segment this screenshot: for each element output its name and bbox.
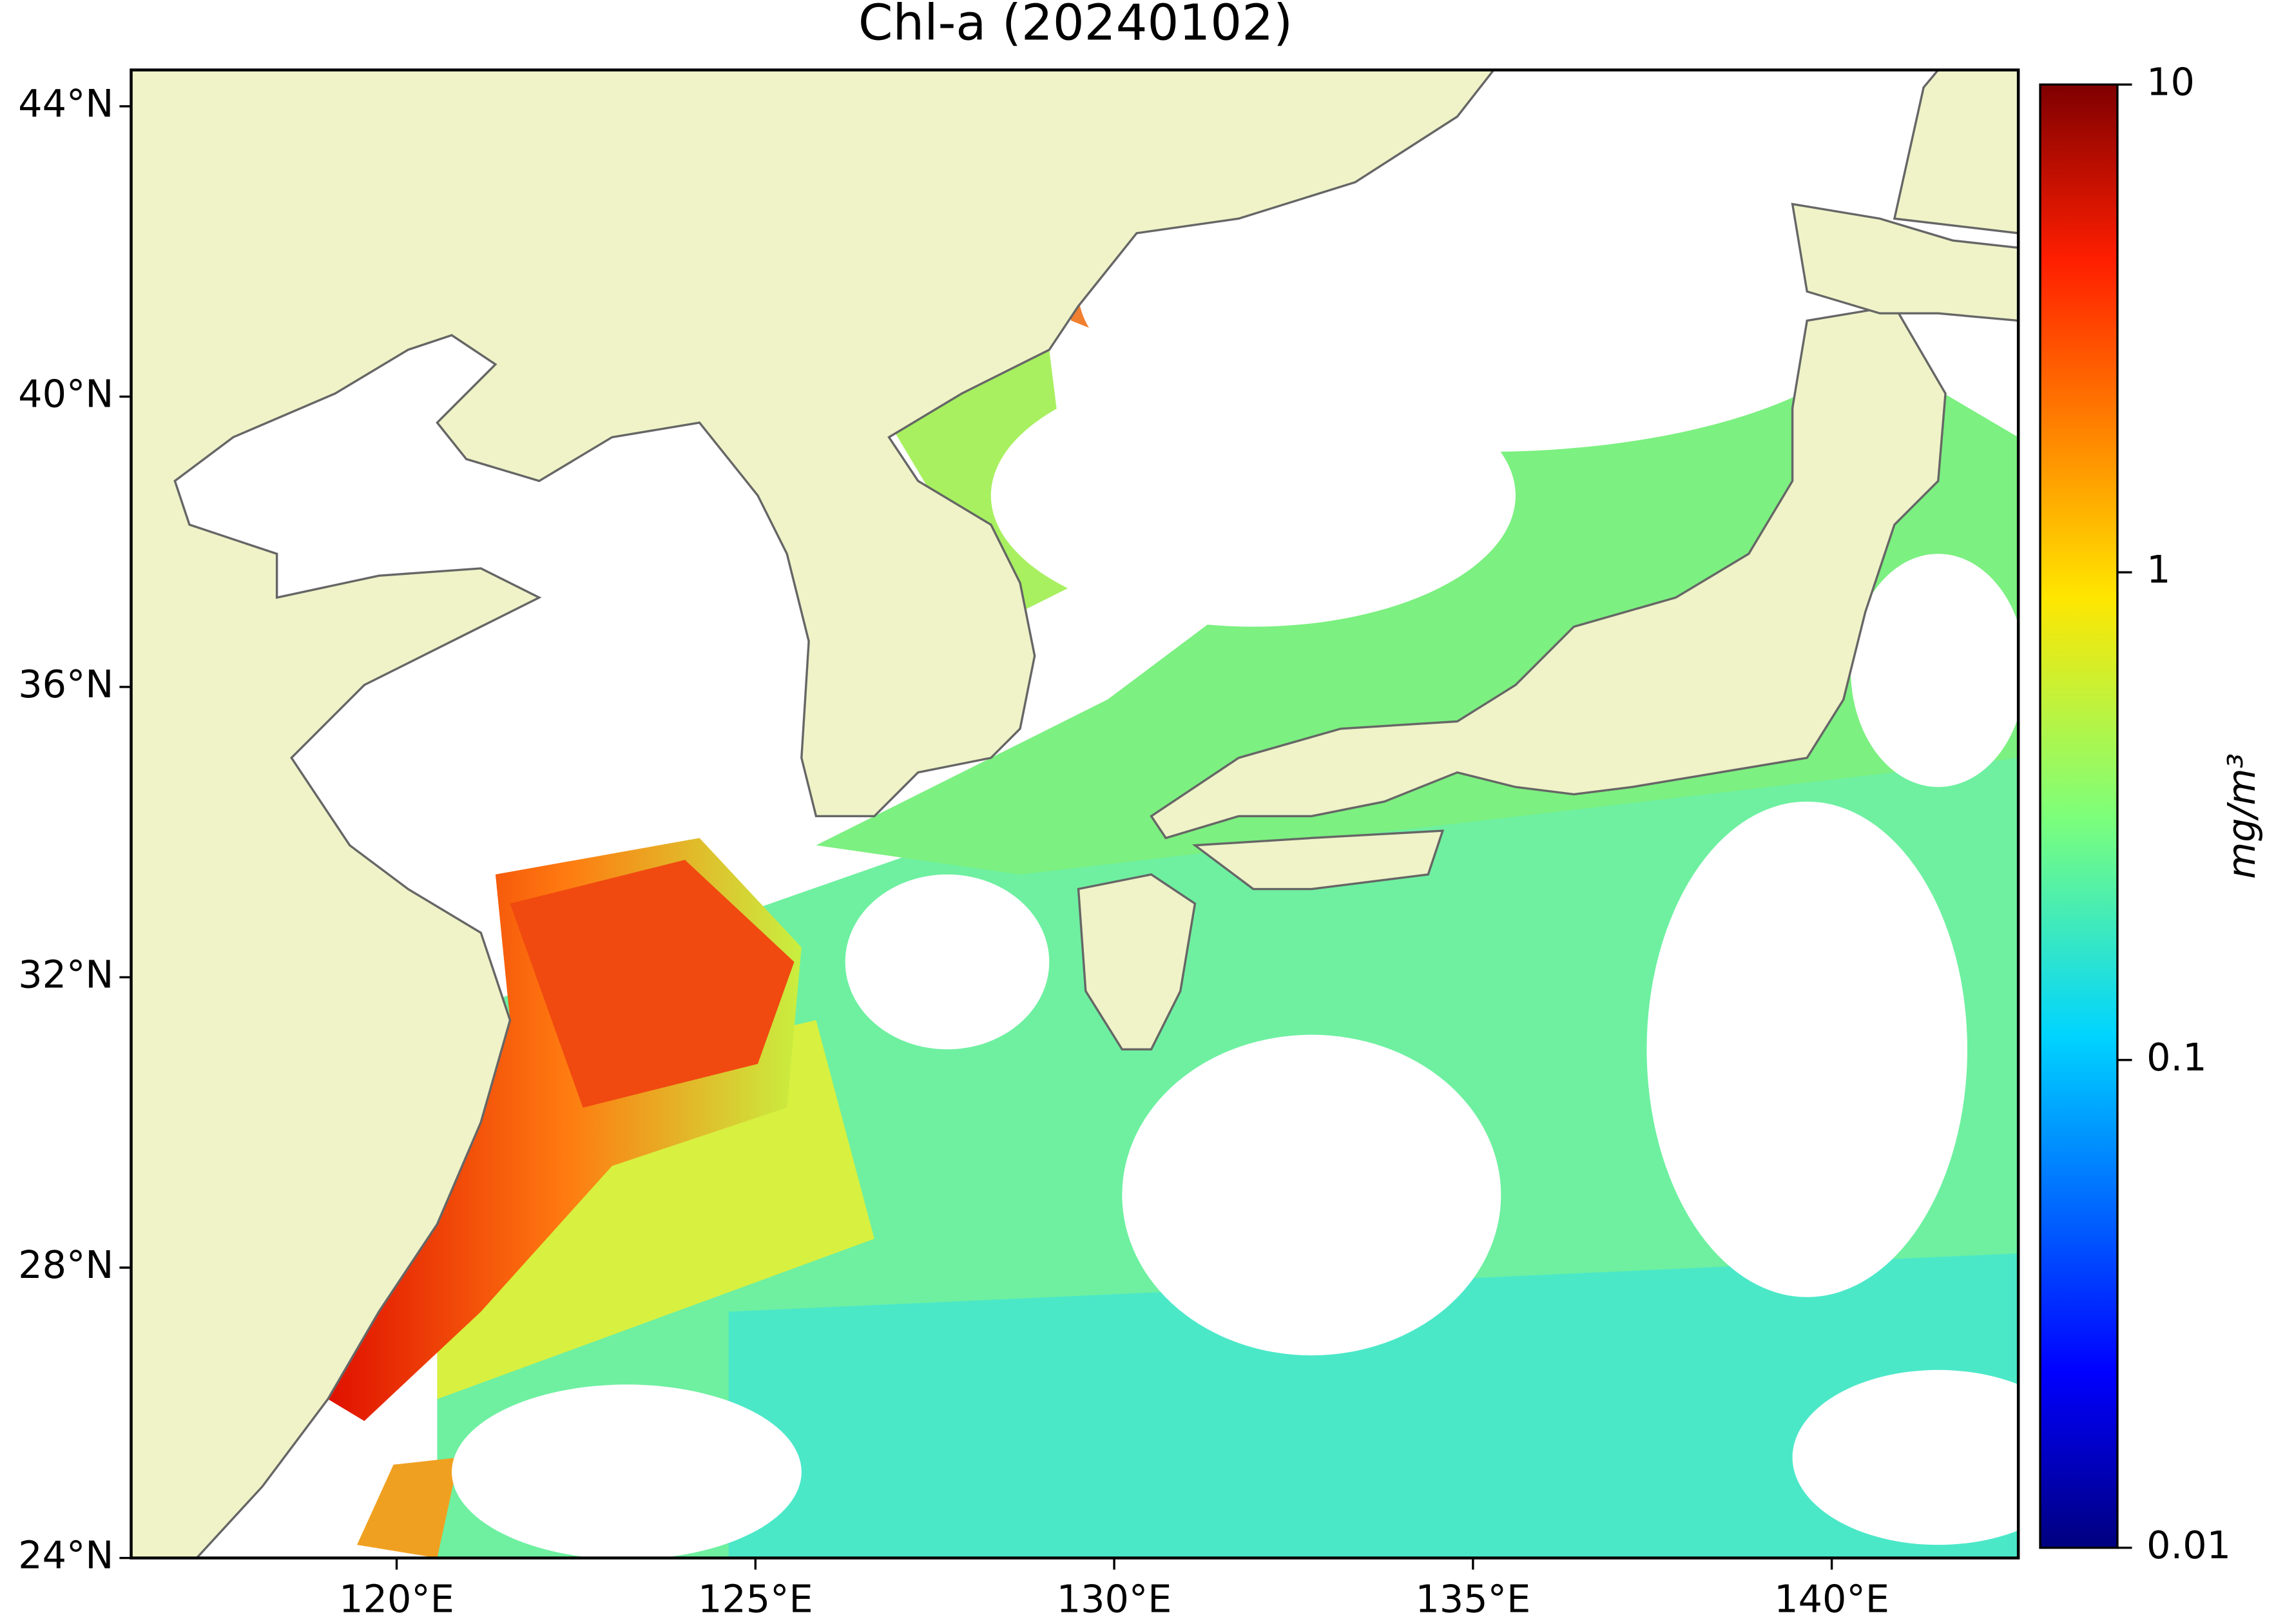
colorbar-tick-label: 1 <box>2146 547 2170 592</box>
chl-field <box>728 1253 2019 1558</box>
colorbar-label: mg/m³ <box>2219 753 2264 879</box>
land <box>131 70 1496 1558</box>
chart-title: Chl-a (20240102) <box>858 0 1293 52</box>
y-tick-label: 28°N <box>18 1242 113 1287</box>
colorbar-tick-label: 10 <box>2146 59 2195 104</box>
y-tick-label: 32°N <box>18 952 113 997</box>
colorbar-tick-label: 0.01 <box>2146 1523 2231 1567</box>
land <box>1893 70 2019 235</box>
x-tick-label: 130°E <box>1057 1576 1172 1621</box>
x-tick-label: 120°E <box>339 1576 454 1621</box>
cloud <box>1851 554 2019 788</box>
y-tick-label: 36°N <box>18 662 113 706</box>
cloud <box>1122 1034 1501 1356</box>
colorbar-tick-label: 0.1 <box>2146 1035 2206 1079</box>
axes-frame <box>130 68 2020 1560</box>
land <box>1150 305 1947 840</box>
map <box>131 70 2019 1558</box>
land <box>1077 873 1197 1050</box>
chl-field <box>357 1457 459 1558</box>
cloud <box>1792 1369 2019 1545</box>
cloud <box>990 364 1516 627</box>
chl-field <box>510 860 795 1108</box>
y-tick-label: 24°N <box>18 1533 113 1578</box>
land <box>1791 202 2019 322</box>
x-tick-label: 135°E <box>1415 1576 1530 1621</box>
y-tick-label: 44°N <box>18 81 113 126</box>
cloud <box>1646 801 1967 1297</box>
x-tick-label: 140°E <box>1774 1576 1889 1621</box>
cloud <box>845 874 1050 1050</box>
colorbar <box>2039 83 2119 1549</box>
cloud <box>452 1384 802 1558</box>
x-tick-label: 125°E <box>698 1576 813 1621</box>
y-tick-label: 40°N <box>18 372 113 416</box>
land <box>1191 829 1445 891</box>
